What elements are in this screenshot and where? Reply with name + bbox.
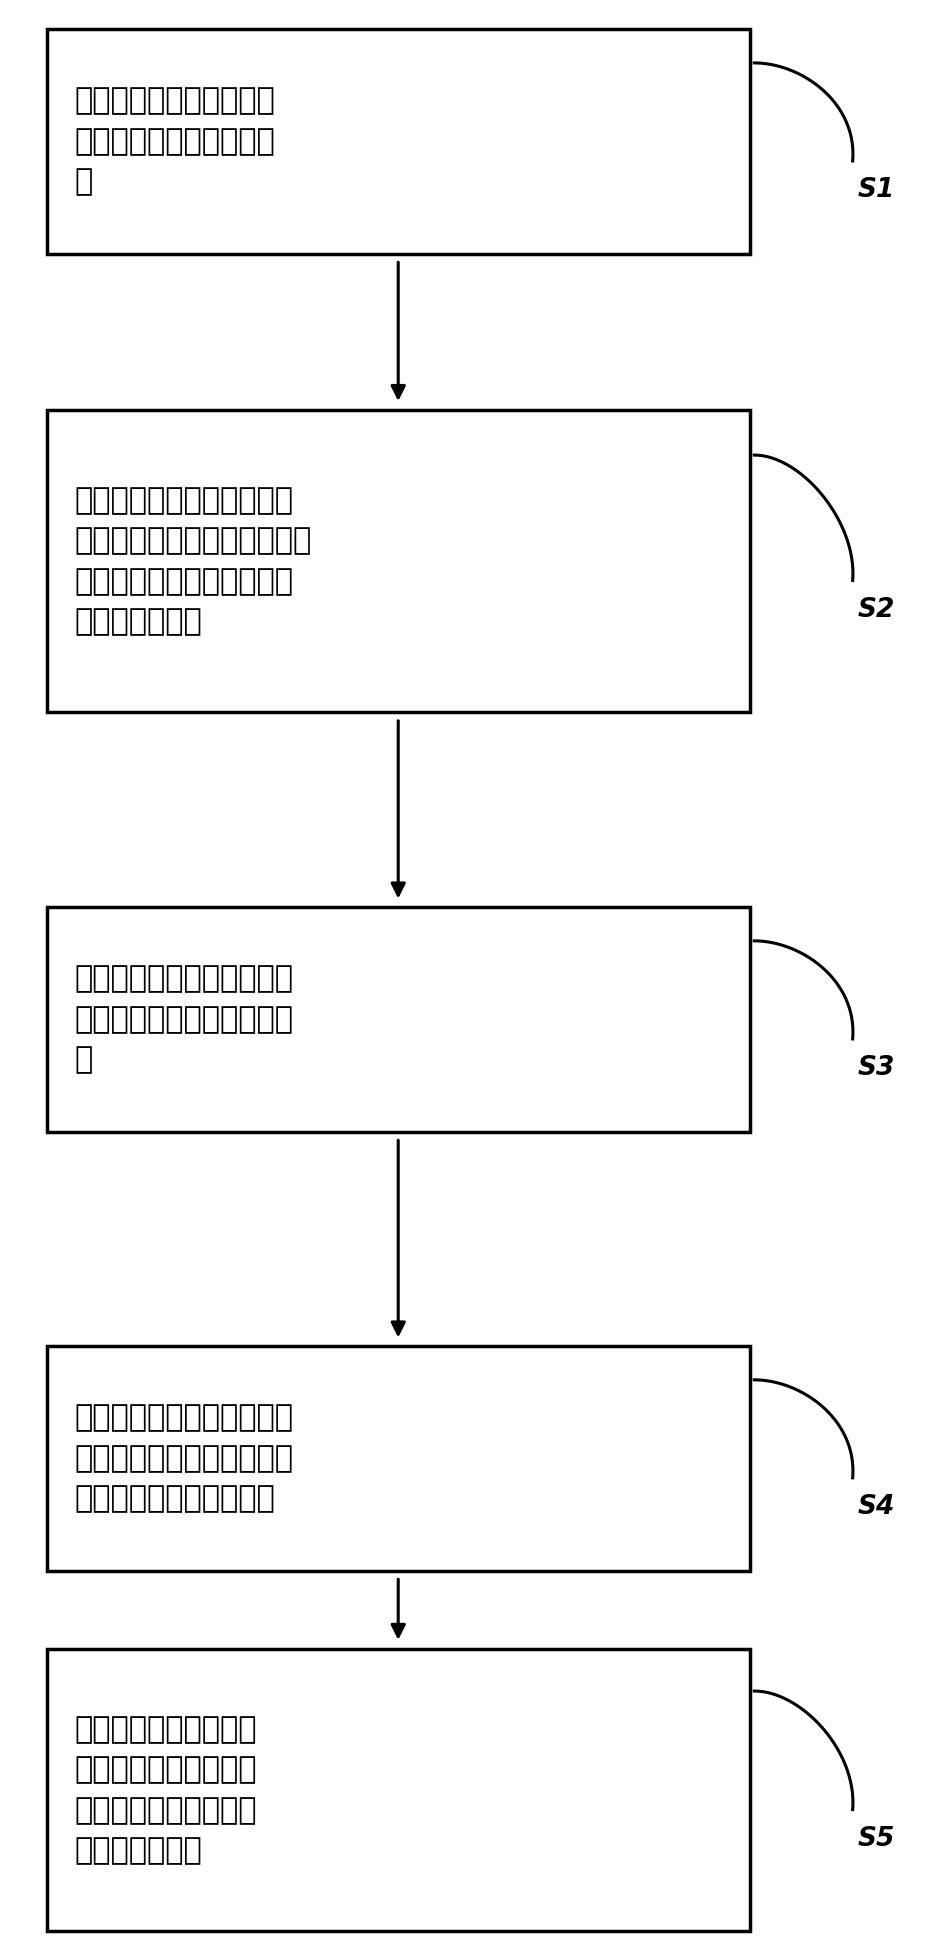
Bar: [47, 410, 749, 712]
Bar: [47, 1649, 749, 1931]
Text: S1: S1: [856, 178, 894, 203]
Text: 将固定有平面太阳能电池组
件的模具放入抽真空装置中，
并将抽真空装置放入层压机
中进行预热作业: 将固定有平面太阳能电池组 件的模具放入抽真空装置中， 并将抽真空装置放入层压机 …: [75, 486, 312, 636]
Text: S3: S3: [856, 1055, 894, 1081]
Text: 对层压机进行加温，使得层
压机的温度保持在一定范围
内: 对层压机进行加温，使得层 压机的温度保持在一定范围 内: [75, 964, 294, 1075]
Bar: [47, 29, 749, 254]
Text: S4: S4: [856, 1494, 894, 1520]
Text: S2: S2: [856, 597, 894, 622]
Text: 层压结束，进行降温处
理然后即可得到具有与
模具表面弯曲度一致的
曲面太阳能组件: 层压结束，进行降温处 理然后即可得到具有与 模具表面弯曲度一致的 曲面太阳能组件: [75, 1715, 257, 1865]
Bar: [47, 1346, 749, 1571]
Text: 利用抽真空装置对平面太阳
能电池组件进行加压操作并
维持一段时间以进行层压: 利用抽真空装置对平面太阳 能电池组件进行加压操作并 维持一段时间以进行层压: [75, 1403, 294, 1514]
Text: S5: S5: [856, 1826, 894, 1851]
Text: 将平面太阳能组件通过耐
高温胶带粘连固定在模具
上: 将平面太阳能组件通过耐 高温胶带粘连固定在模具 上: [75, 86, 275, 197]
Bar: [47, 907, 749, 1132]
